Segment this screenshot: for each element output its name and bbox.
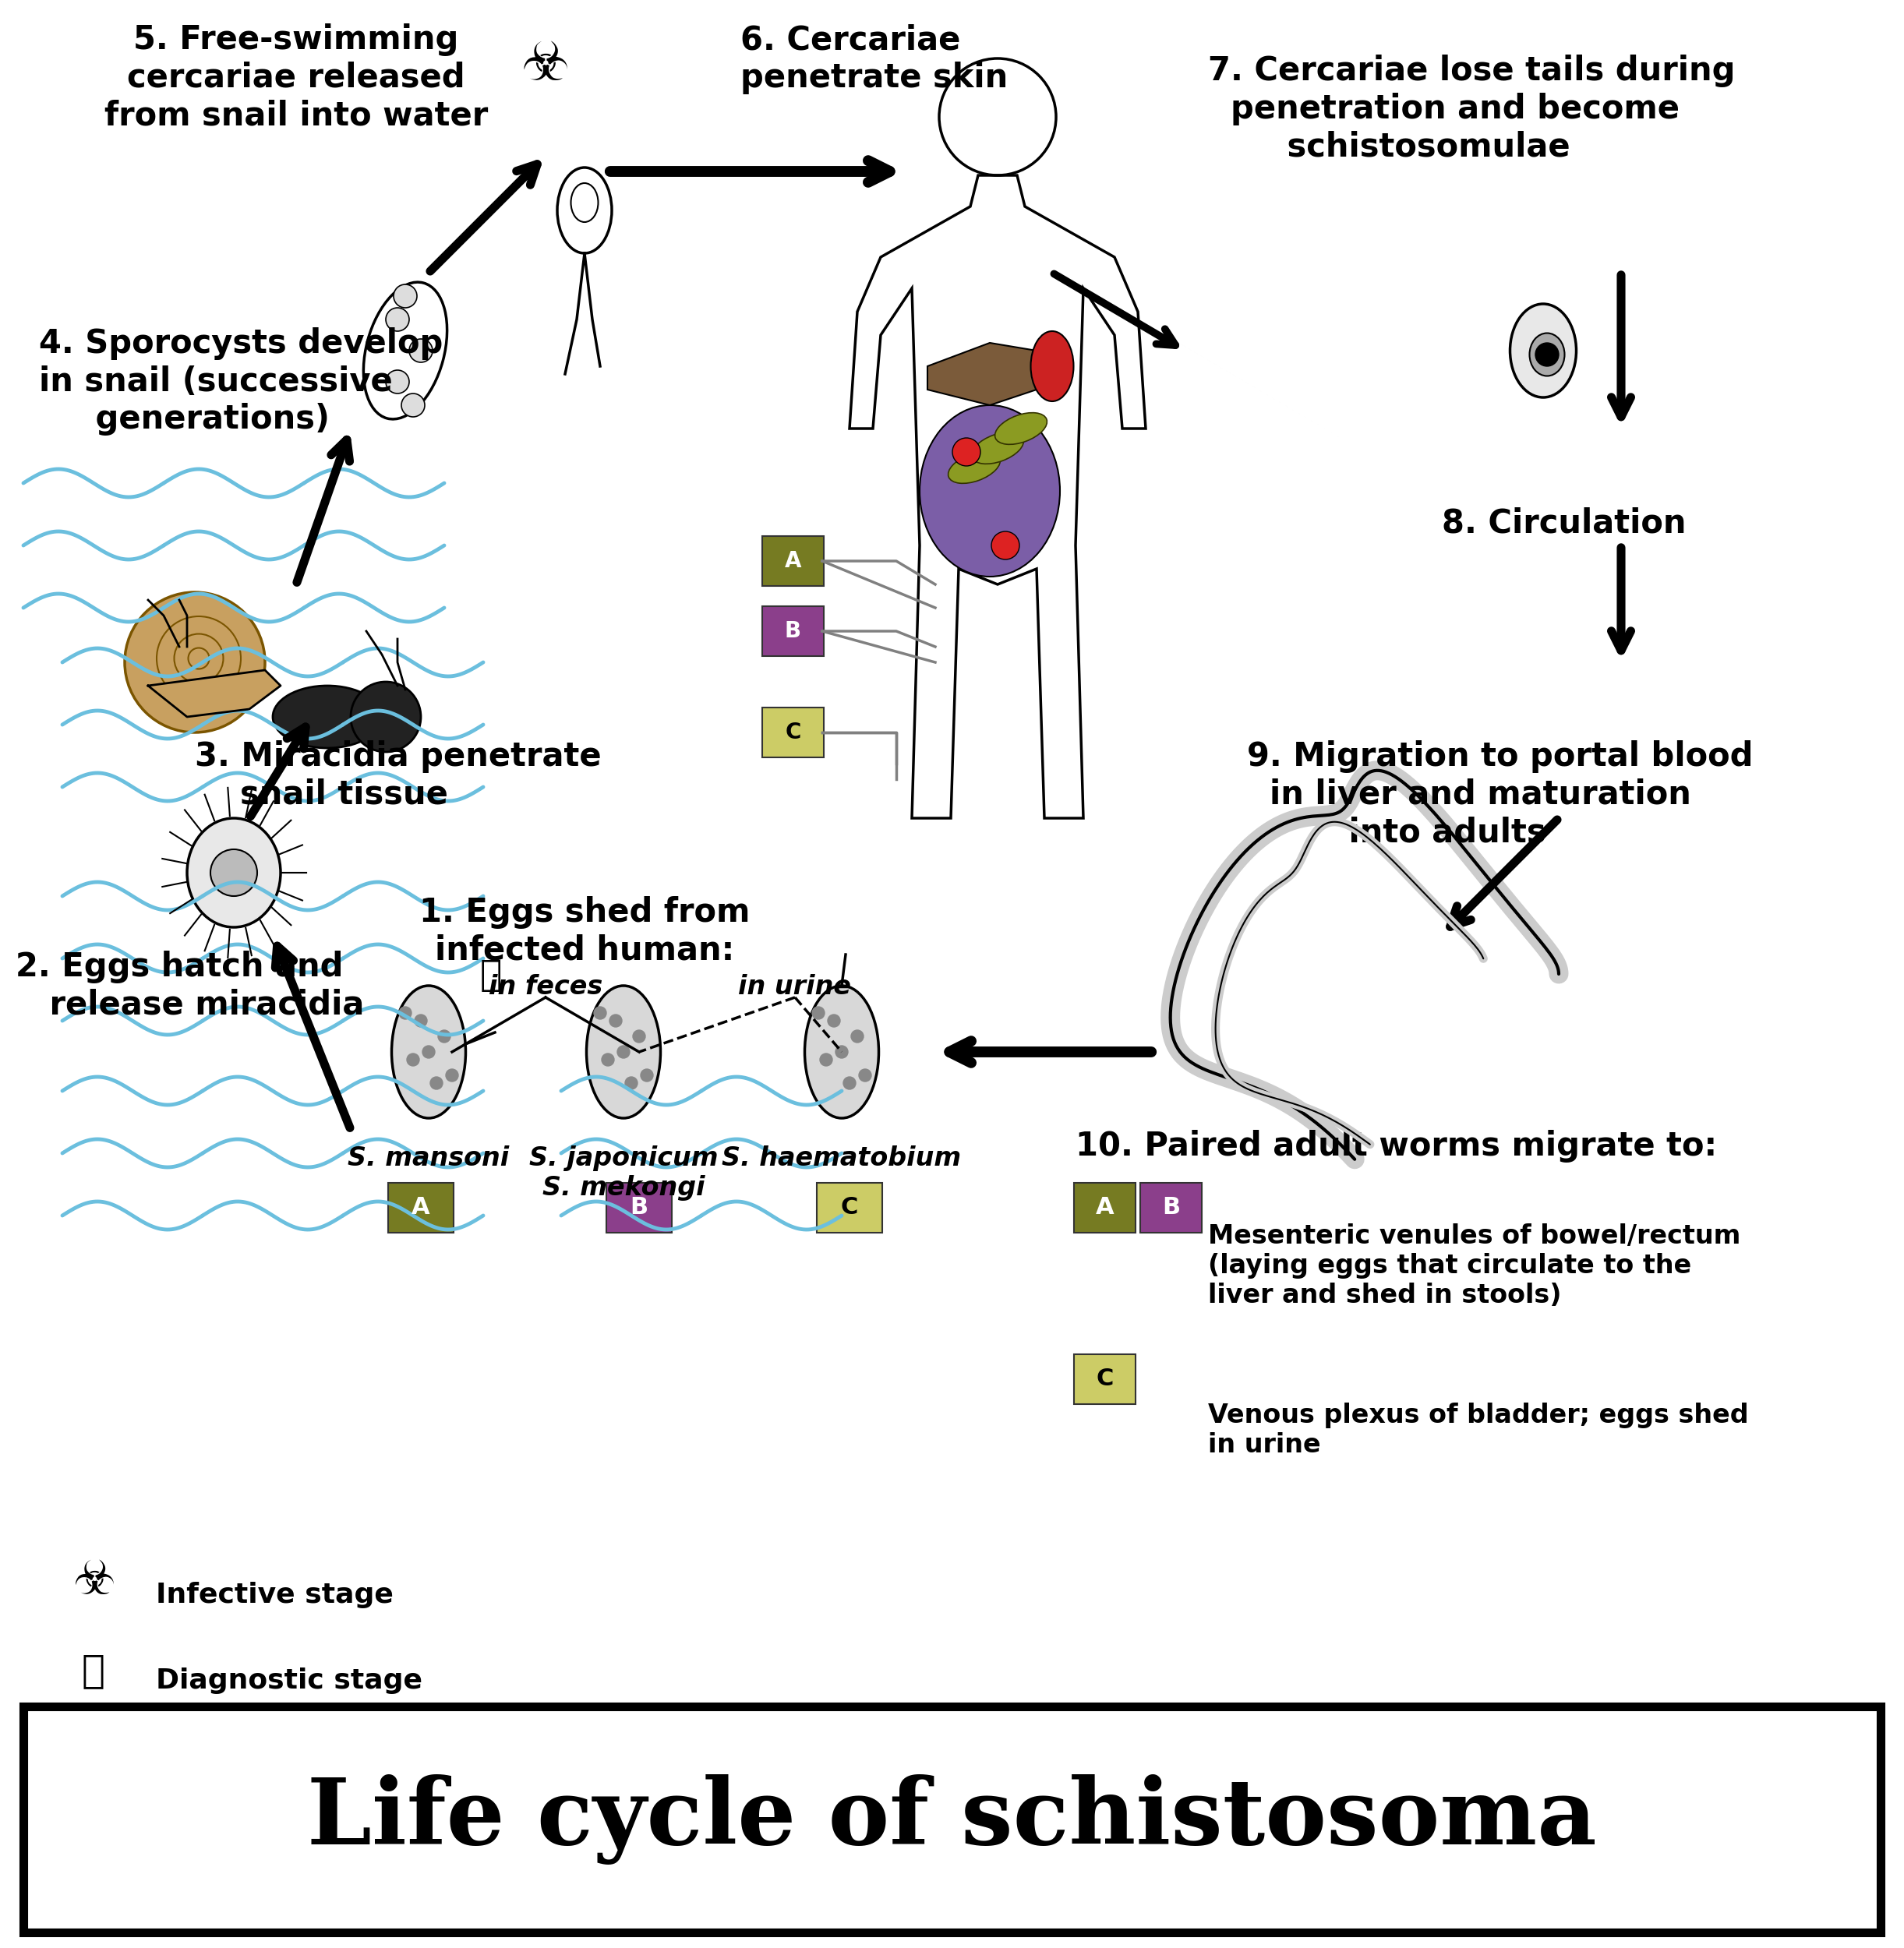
Circle shape [594, 1007, 605, 1019]
FancyBboxPatch shape [388, 1182, 453, 1233]
Text: C: C [842, 1196, 859, 1219]
FancyBboxPatch shape [762, 606, 824, 656]
Circle shape [813, 1007, 824, 1019]
Text: Mesenteric venules of bowel/rectum
(laying eggs that circulate to the
liver and : Mesenteric venules of bowel/rectum (layi… [1207, 1223, 1740, 1309]
Ellipse shape [272, 686, 383, 748]
Text: 5. Free-swimming
cercariae released
from snail into water: 5. Free-swimming cercariae released from… [105, 23, 487, 132]
Circle shape [602, 1054, 615, 1066]
Text: B: B [784, 619, 802, 643]
Ellipse shape [971, 432, 1024, 464]
Ellipse shape [948, 452, 1000, 483]
Text: Infective stage: Infective stage [156, 1582, 394, 1609]
Circle shape [415, 1015, 426, 1027]
Circle shape [625, 1077, 638, 1089]
Circle shape [446, 1069, 459, 1081]
Ellipse shape [1510, 304, 1577, 397]
Text: in feces: in feces [489, 974, 602, 999]
Ellipse shape [1529, 333, 1565, 376]
Text: 🔬: 🔬 [480, 958, 503, 993]
Circle shape [640, 1069, 653, 1081]
Circle shape [387, 308, 409, 331]
Circle shape [430, 1077, 444, 1089]
Ellipse shape [996, 413, 1047, 444]
FancyBboxPatch shape [762, 707, 824, 758]
Text: Venous plexus of bladder; eggs shed
in urine: Venous plexus of bladder; eggs shed in u… [1207, 1403, 1748, 1457]
Circle shape [350, 682, 421, 752]
Text: Diagnostic stage: Diagnostic stage [156, 1667, 423, 1695]
FancyBboxPatch shape [817, 1182, 882, 1233]
Circle shape [632, 1030, 645, 1042]
Text: 4. Sporocysts develop
in snail (successive
     generations): 4. Sporocysts develop in snail (successi… [38, 327, 444, 436]
Text: A: A [411, 1196, 430, 1219]
Circle shape [952, 438, 981, 466]
Circle shape [438, 1030, 451, 1042]
Text: 🔬: 🔬 [82, 1652, 105, 1689]
Text: C: C [784, 721, 802, 744]
Text: ☣: ☣ [522, 39, 569, 92]
Ellipse shape [805, 986, 880, 1118]
Circle shape [407, 1054, 419, 1066]
Text: 9. Migration to portal blood
  in liver and maturation
         into adults: 9. Migration to portal blood in liver an… [1247, 740, 1754, 849]
Circle shape [400, 1007, 411, 1019]
Circle shape [124, 592, 265, 732]
FancyBboxPatch shape [762, 536, 824, 586]
Ellipse shape [920, 405, 1061, 577]
Circle shape [992, 532, 1019, 559]
Text: 2. Eggs hatch and
   release miracidia: 2. Eggs hatch and release miracidia [15, 951, 364, 1021]
Ellipse shape [586, 986, 661, 1118]
Circle shape [423, 1046, 434, 1058]
Text: A: A [784, 549, 802, 573]
FancyBboxPatch shape [605, 1182, 672, 1233]
Text: S. mansoni: S. mansoni [348, 1145, 510, 1171]
Circle shape [617, 1046, 630, 1058]
Circle shape [851, 1030, 864, 1042]
Text: 10. Paired adult worms migrate to:: 10. Paired adult worms migrate to: [1076, 1130, 1717, 1163]
Ellipse shape [187, 818, 280, 927]
Circle shape [409, 339, 432, 362]
FancyBboxPatch shape [1074, 1182, 1135, 1233]
Text: in urine: in urine [739, 974, 851, 999]
FancyBboxPatch shape [23, 1706, 1881, 1932]
Circle shape [1535, 343, 1559, 366]
Text: 6. Cercariae
penetrate skin: 6. Cercariae penetrate skin [741, 23, 1007, 94]
Circle shape [387, 370, 409, 393]
Circle shape [402, 393, 425, 417]
Text: S. haematobium: S. haematobium [722, 1145, 962, 1171]
Circle shape [836, 1046, 847, 1058]
Polygon shape [149, 670, 280, 717]
Text: B: B [630, 1196, 647, 1219]
Circle shape [859, 1069, 872, 1081]
Circle shape [821, 1054, 832, 1066]
Circle shape [609, 1015, 623, 1027]
Circle shape [828, 1015, 840, 1027]
Polygon shape [927, 343, 1036, 405]
Text: ☣: ☣ [72, 1558, 114, 1605]
Text: 3. Miracidia penetrate
    snail tissue: 3. Miracidia penetrate snail tissue [194, 740, 602, 810]
FancyBboxPatch shape [1140, 1182, 1201, 1233]
Circle shape [843, 1077, 855, 1089]
Text: A: A [1095, 1196, 1114, 1219]
Text: Life cycle of schistosoma: Life cycle of schistosoma [307, 1775, 1597, 1864]
Text: B: B [1161, 1196, 1180, 1219]
FancyBboxPatch shape [1074, 1354, 1135, 1405]
Ellipse shape [392, 986, 466, 1118]
Text: 7. Cercariae lose tails during
  penetration and become
       schistosomulae: 7. Cercariae lose tails during penetrati… [1207, 55, 1735, 164]
Text: 8. Circulation: 8. Circulation [1441, 506, 1687, 540]
Text: S. japonicum
S. mekongi: S. japonicum S. mekongi [529, 1145, 718, 1200]
Text: C: C [1097, 1367, 1114, 1391]
Text: 1. Eggs shed from
infected human:: 1. Eggs shed from infected human: [419, 896, 750, 966]
Ellipse shape [1030, 331, 1074, 401]
Circle shape [211, 849, 257, 896]
Circle shape [394, 284, 417, 308]
